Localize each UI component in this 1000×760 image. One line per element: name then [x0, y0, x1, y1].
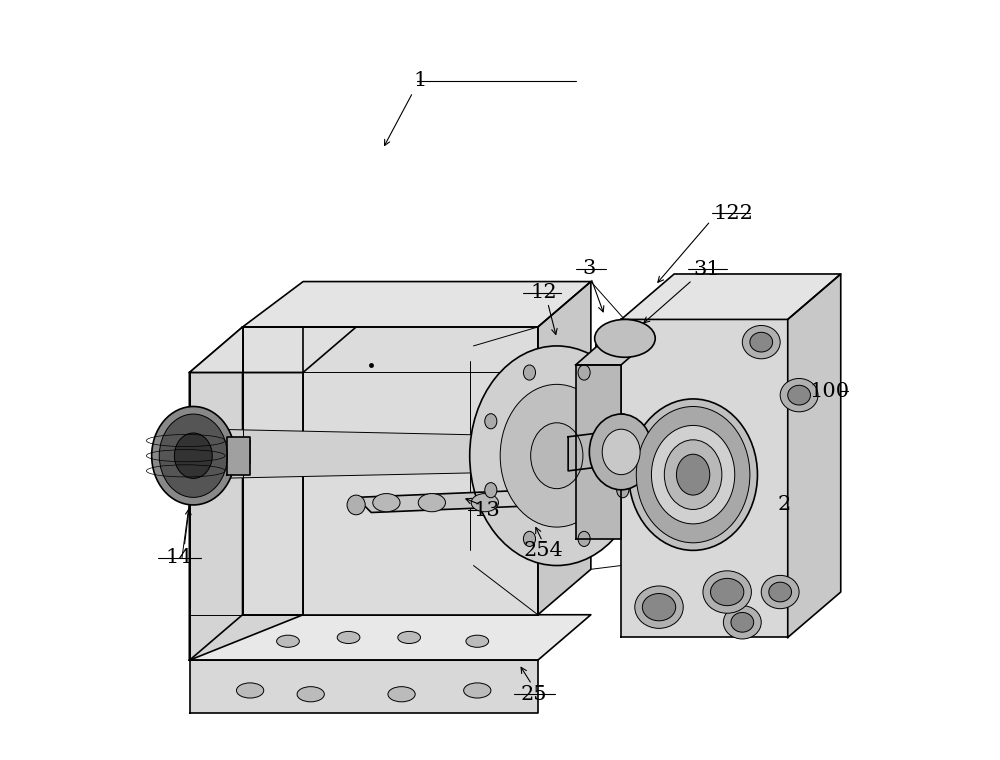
- Ellipse shape: [742, 325, 780, 359]
- Polygon shape: [190, 660, 538, 713]
- Ellipse shape: [703, 571, 751, 613]
- Polygon shape: [243, 327, 538, 615]
- Ellipse shape: [780, 378, 818, 412]
- Ellipse shape: [297, 687, 324, 701]
- Ellipse shape: [466, 635, 489, 648]
- Text: 12: 12: [531, 283, 557, 302]
- Polygon shape: [576, 338, 651, 365]
- Polygon shape: [243, 327, 303, 615]
- Polygon shape: [568, 422, 689, 471]
- Ellipse shape: [602, 429, 640, 475]
- Text: 122: 122: [713, 204, 753, 223]
- Polygon shape: [190, 327, 356, 372]
- Ellipse shape: [629, 399, 757, 550]
- Ellipse shape: [159, 414, 227, 497]
- Text: 254: 254: [524, 541, 564, 560]
- Ellipse shape: [769, 582, 792, 602]
- Polygon shape: [243, 281, 591, 327]
- Polygon shape: [356, 489, 553, 512]
- Ellipse shape: [373, 493, 400, 511]
- Ellipse shape: [388, 687, 415, 701]
- Ellipse shape: [470, 346, 644, 565]
- Text: 2: 2: [777, 496, 791, 515]
- Text: 31: 31: [693, 260, 720, 279]
- Text: 13: 13: [473, 501, 500, 520]
- Ellipse shape: [347, 495, 365, 515]
- Ellipse shape: [761, 575, 799, 609]
- FancyArrowPatch shape: [646, 446, 660, 454]
- Ellipse shape: [788, 385, 810, 405]
- Text: 100: 100: [809, 382, 849, 401]
- Ellipse shape: [523, 365, 536, 380]
- Ellipse shape: [485, 483, 497, 498]
- Ellipse shape: [418, 493, 445, 511]
- Ellipse shape: [651, 426, 735, 524]
- Polygon shape: [212, 429, 568, 479]
- Ellipse shape: [636, 407, 750, 543]
- Polygon shape: [621, 319, 788, 638]
- Ellipse shape: [277, 635, 299, 648]
- Ellipse shape: [578, 365, 590, 380]
- Text: 1: 1: [414, 71, 427, 90]
- Polygon shape: [621, 274, 841, 319]
- Polygon shape: [190, 327, 243, 660]
- Polygon shape: [576, 365, 621, 539]
- Ellipse shape: [464, 683, 491, 698]
- Ellipse shape: [398, 632, 420, 644]
- Ellipse shape: [471, 493, 498, 511]
- Ellipse shape: [617, 483, 629, 498]
- Ellipse shape: [750, 332, 773, 352]
- Ellipse shape: [152, 407, 235, 505]
- Text: 14: 14: [166, 549, 192, 568]
- Polygon shape: [538, 281, 591, 615]
- Polygon shape: [190, 615, 591, 660]
- Ellipse shape: [617, 413, 629, 429]
- Ellipse shape: [589, 414, 653, 489]
- Ellipse shape: [531, 423, 583, 489]
- Ellipse shape: [723, 606, 761, 639]
- Polygon shape: [159, 441, 250, 467]
- Ellipse shape: [174, 433, 212, 479]
- Ellipse shape: [236, 683, 264, 698]
- Ellipse shape: [642, 594, 676, 621]
- Ellipse shape: [523, 531, 536, 546]
- Polygon shape: [788, 274, 841, 638]
- Ellipse shape: [664, 440, 722, 509]
- Ellipse shape: [635, 586, 683, 629]
- Polygon shape: [190, 372, 303, 660]
- Ellipse shape: [485, 413, 497, 429]
- Ellipse shape: [578, 531, 590, 546]
- Ellipse shape: [731, 613, 754, 632]
- Ellipse shape: [711, 578, 744, 606]
- Ellipse shape: [337, 632, 360, 644]
- Text: 3: 3: [582, 259, 595, 278]
- Ellipse shape: [500, 385, 613, 527]
- Ellipse shape: [676, 454, 710, 495]
- Ellipse shape: [595, 319, 655, 357]
- Polygon shape: [227, 437, 250, 475]
- Text: 25: 25: [521, 685, 547, 704]
